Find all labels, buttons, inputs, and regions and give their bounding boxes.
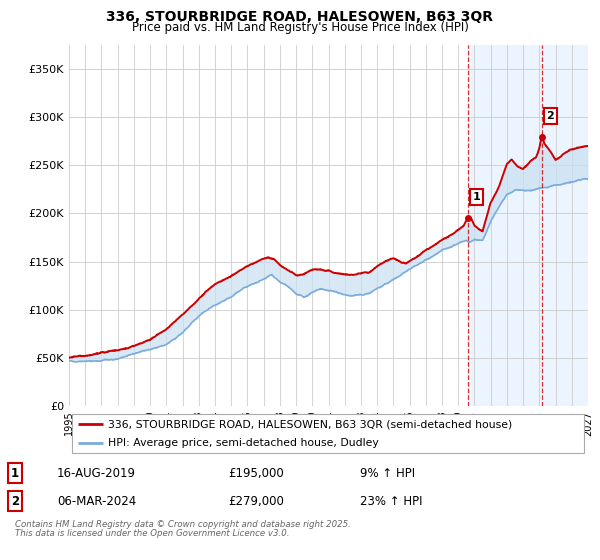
Text: £195,000: £195,000 <box>228 466 284 480</box>
Text: Contains HM Land Registry data © Crown copyright and database right 2025.: Contains HM Land Registry data © Crown c… <box>15 520 351 529</box>
Text: This data is licensed under the Open Government Licence v3.0.: This data is licensed under the Open Gov… <box>15 529 290 538</box>
Text: 336, STOURBRIDGE ROAD, HALESOWEN, B63 3QR (semi-detached house): 336, STOURBRIDGE ROAD, HALESOWEN, B63 3Q… <box>108 419 512 429</box>
Text: 9% ↑ HPI: 9% ↑ HPI <box>360 466 415 480</box>
Text: Price paid vs. HM Land Registry's House Price Index (HPI): Price paid vs. HM Land Registry's House … <box>131 21 469 34</box>
Text: 06-MAR-2024: 06-MAR-2024 <box>57 494 136 508</box>
Text: 336, STOURBRIDGE ROAD, HALESOWEN, B63 3QR: 336, STOURBRIDGE ROAD, HALESOWEN, B63 3Q… <box>107 10 493 24</box>
Bar <box>469 45 588 406</box>
Text: 2: 2 <box>547 111 554 121</box>
Text: HPI: Average price, semi-detached house, Dudley: HPI: Average price, semi-detached house,… <box>108 438 379 449</box>
Text: 23% ↑ HPI: 23% ↑ HPI <box>360 494 422 508</box>
Text: 1: 1 <box>11 466 19 480</box>
Text: £279,000: £279,000 <box>228 494 284 508</box>
Text: 2: 2 <box>11 494 19 508</box>
Text: 1: 1 <box>473 192 480 202</box>
Text: 16-AUG-2019: 16-AUG-2019 <box>57 466 136 480</box>
FancyBboxPatch shape <box>71 414 584 454</box>
